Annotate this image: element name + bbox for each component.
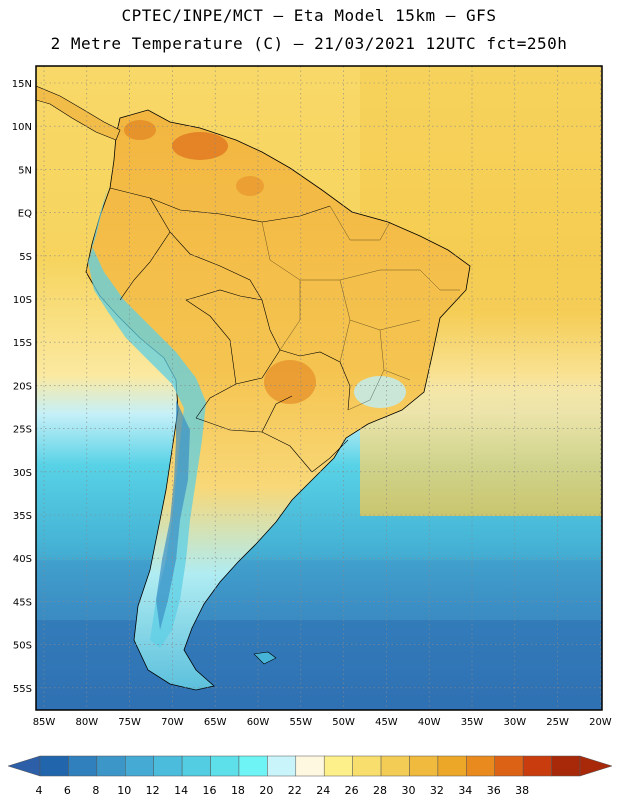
lat-label: 30S (13, 468, 32, 479)
lat-label: 45S (13, 597, 32, 608)
hot-spot-venezuela (172, 132, 228, 160)
colorbar-segment (68, 755, 98, 777)
lat-label: 40S (13, 554, 32, 565)
colorbar-segment (437, 755, 467, 777)
colorbar-label: 12 (146, 784, 160, 797)
colorbar-segment (323, 755, 353, 777)
colorbar-label: 16 (203, 784, 217, 797)
andes-cold-core (156, 400, 190, 630)
colorbar-label: 14 (174, 784, 188, 797)
colorbar-segment (494, 755, 524, 777)
colorbar-segment (238, 755, 268, 777)
lon-label: 80W (75, 717, 98, 728)
colorbar-label: 6 (64, 784, 71, 797)
colorbar-label: 36 (487, 784, 501, 797)
colorbar-segment (39, 755, 69, 777)
lat-label: 55S (13, 684, 32, 695)
central-america-land (36, 85, 121, 141)
lat-label: 35S (13, 511, 32, 522)
colorbar-segment (153, 755, 183, 777)
colorbar-segment (267, 755, 297, 777)
latitude-labels: 15N 10N 5N EQ 5S 10S 15S 20S 25S 30S 35S 40S 45S 50S 5… (12, 79, 32, 695)
colorbar-label: 4 (36, 784, 43, 797)
colorbar-segment (551, 755, 581, 777)
map-frame (35, 65, 603, 711)
lon-label: 50W (332, 717, 355, 728)
lat-label: 20S (13, 381, 32, 392)
graticule (36, 66, 602, 710)
lon-label: 20W (589, 717, 612, 728)
colorbar-label: 32 (430, 784, 444, 797)
falkland-islands (253, 651, 277, 665)
temperature-field (36, 66, 602, 710)
colorbar: 4 6 8 10 12 14 16 18 20 22 24 26 28 30 32 34 36 38 (7, 755, 613, 797)
colorbar-segment (125, 755, 154, 777)
colorbar-label: 26 (345, 784, 359, 797)
colorbar-segment (409, 755, 439, 777)
lon-label: 35W (461, 717, 484, 728)
lon-label: 55W (289, 717, 312, 728)
colorbar-label: 18 (231, 784, 245, 797)
colorbar-label: 22 (288, 784, 302, 797)
lat-label: EQ (18, 209, 32, 220)
lon-label: 25W (546, 717, 569, 728)
colorbar-segment (295, 755, 325, 777)
colorbar-segment (181, 755, 211, 777)
lon-label: 60W (247, 717, 270, 728)
lat-label: 5S (19, 252, 32, 263)
lon-label: 30W (503, 717, 526, 728)
colorbar-segment (96, 755, 126, 777)
colorbar-high-arrow (579, 755, 613, 777)
colorbar-label: 8 (92, 784, 99, 797)
lat-label: 10N (12, 122, 32, 133)
colorbar-segment (466, 755, 495, 777)
colorbar-segment (210, 755, 240, 777)
lat-label: 5N (18, 165, 32, 176)
lon-label: 70W (161, 717, 184, 728)
lon-label: 45W (375, 717, 398, 728)
longitude-labels: 85W 80W 75W 70W 65W 60W 55W 50W 45W 40W 35W 30W 25W 2… (33, 717, 612, 728)
lon-label: 65W (204, 717, 227, 728)
lat-label: 10S (13, 295, 32, 306)
colorbar-label: 38 (515, 784, 529, 797)
colorbar-segment (380, 755, 410, 777)
colorbar-segment (352, 755, 382, 777)
colorbar-label: 10 (117, 784, 131, 797)
lat-label: 50S (13, 641, 32, 652)
title-line-2: 2 Metre Temperature (C) – 21/03/2021 12U… (50, 34, 568, 53)
lat-label: 15S (13, 338, 32, 349)
lon-label: 85W (33, 717, 56, 728)
cool-spot-southeast-brazil (354, 376, 406, 408)
colorbar-label: 34 (458, 784, 472, 797)
colorbar-label: 24 (316, 784, 330, 797)
colorbar-low-arrow (7, 755, 41, 777)
lat-label: 25S (13, 425, 32, 436)
colorbar-label: 28 (373, 784, 387, 797)
title-line-1: CPTEC/INPE/MCT – Eta Model 15km – GFS (121, 6, 497, 25)
colorbar-segment (522, 755, 552, 777)
hot-spot-chaco (264, 360, 316, 404)
country-borders (109, 187, 351, 473)
lat-label: 15N (12, 79, 32, 90)
lon-label: 40W (418, 717, 441, 728)
colorbar-label: 20 (259, 784, 273, 797)
hot-spot-guyana (236, 176, 264, 196)
colorbar-label: 30 (401, 784, 415, 797)
lon-label: 75W (118, 717, 141, 728)
hot-spot-colombia (124, 120, 156, 140)
